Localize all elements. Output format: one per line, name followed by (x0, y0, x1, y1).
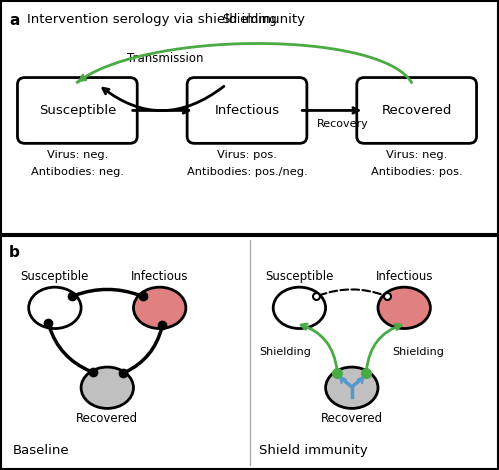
Text: Infectious: Infectious (131, 270, 189, 283)
Text: Shield immunity: Shield immunity (259, 444, 368, 457)
Ellipse shape (81, 367, 134, 408)
Text: Recovered: Recovered (321, 412, 383, 425)
Text: Susceptible: Susceptible (20, 270, 89, 283)
Text: Antibodies: neg.: Antibodies: neg. (31, 167, 124, 177)
Ellipse shape (134, 287, 186, 329)
Text: Transmission: Transmission (127, 52, 204, 65)
Ellipse shape (325, 367, 378, 408)
Text: Shielding: Shielding (392, 346, 444, 357)
Text: Antibodies: pos.: Antibodies: pos. (371, 167, 463, 177)
Ellipse shape (28, 287, 81, 329)
Text: Susceptible: Susceptible (265, 270, 334, 283)
FancyBboxPatch shape (357, 78, 477, 143)
Text: Recovered: Recovered (76, 412, 138, 425)
FancyBboxPatch shape (1, 1, 498, 234)
FancyBboxPatch shape (187, 78, 307, 143)
Text: Shielding: Shielding (259, 346, 311, 357)
Ellipse shape (378, 287, 430, 329)
Ellipse shape (273, 287, 325, 329)
Text: Infectious: Infectious (215, 104, 279, 117)
Text: Infectious: Infectious (375, 270, 433, 283)
Text: a: a (9, 13, 19, 28)
Text: Virus: neg.: Virus: neg. (386, 150, 447, 160)
Text: Shielding: Shielding (222, 13, 277, 26)
FancyBboxPatch shape (17, 78, 137, 143)
Text: Susceptible: Susceptible (38, 104, 116, 117)
Text: b: b (9, 245, 20, 260)
Text: Recovery: Recovery (317, 119, 369, 129)
FancyBboxPatch shape (1, 236, 498, 469)
Text: Virus: pos.: Virus: pos. (217, 150, 277, 160)
Text: Recovered: Recovered (381, 104, 452, 117)
Text: Virus: neg.: Virus: neg. (47, 150, 108, 160)
Text: Antibodies: pos./neg.: Antibodies: pos./neg. (187, 167, 307, 177)
Text: Baseline: Baseline (12, 444, 69, 457)
Text: Intervention serology via shield immunity: Intervention serology via shield immunit… (27, 13, 305, 26)
